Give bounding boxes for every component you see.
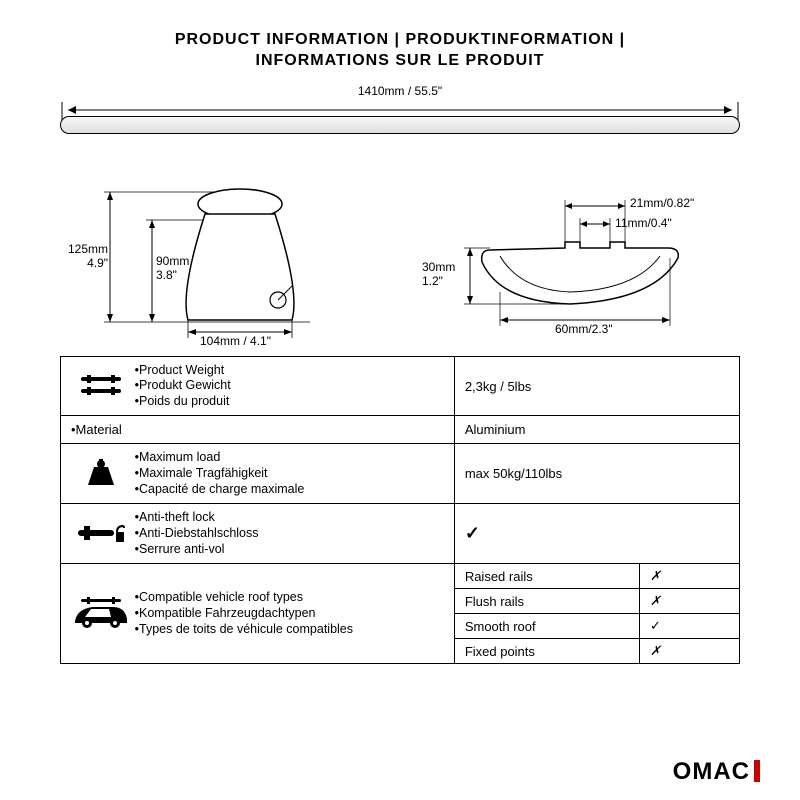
load-icon	[71, 457, 131, 490]
material-label: •Material	[61, 416, 455, 444]
top-dimension-label: 1410mm / 55.5"	[60, 84, 740, 98]
lock-icon	[71, 518, 131, 549]
bracket-height-inner: 90mm 3.8"	[156, 254, 189, 282]
logo-bar-icon	[754, 760, 760, 782]
row-material: •Material Aluminium	[61, 416, 740, 444]
bracket-width: 104mm / 4.1"	[200, 334, 271, 348]
load-label-2: •Maximale Tragfähigkeit	[135, 466, 305, 482]
brand-logo: OMAC	[673, 758, 760, 786]
bracket-diagram: 125mm 4.9" 90mm 3.8" 104mm / 4.1"	[80, 172, 380, 342]
weight-label-1: •Product Weight	[135, 363, 231, 379]
row-compat-0: •Compatible vehicle roof types •Kompatib…	[61, 564, 740, 589]
title-line-1: PRODUCT INFORMATION | PRODUKTINFORMATION…	[60, 30, 740, 51]
spec-table: •Product Weight •Produkt Gewicht •Poids …	[60, 356, 740, 665]
bracket-height-outer: 125mm 4.9"	[68, 242, 108, 270]
compat-opt-0-name: Raised rails	[455, 564, 640, 588]
profile-height: 30mm 1.2"	[422, 260, 455, 288]
lock-label-2: •Anti-Diebstahlschloss	[135, 526, 259, 542]
page-title: PRODUCT INFORMATION | PRODUKTINFORMATION…	[60, 30, 740, 72]
row-lock: •Anti-theft lock •Anti-Diebstahlschloss …	[61, 504, 740, 564]
weight-label-2: •Produkt Gewicht	[135, 378, 231, 394]
lock-label-3: •Serrure anti-vol	[135, 542, 259, 558]
profile-width: 60mm/2.3"	[555, 322, 613, 336]
lock-value: ✓	[454, 504, 739, 564]
compat-opt-1-val: ✗	[640, 589, 739, 613]
compat-opt-0-val: ✗	[640, 564, 739, 588]
bar-profile-top	[60, 116, 740, 134]
profile-diagram: 21mm/0.82" 11mm/0.4" 30mm 1.2" 60mm/2.3"	[420, 172, 720, 342]
profile-slot-inner: 11mm/0.4"	[615, 216, 672, 230]
logo-text: OMAC	[673, 758, 750, 785]
load-label-3: •Capacité de charge maximale	[135, 482, 305, 498]
top-dimension-block: 1410mm / 55.5"	[60, 84, 740, 154]
car-icon	[71, 595, 131, 632]
compat-label-3: •Types de toits de véhicule compatibles	[135, 622, 353, 638]
compat-label-2: •Kompatible Fahrzeugdachtypen	[135, 606, 353, 622]
material-value: Aluminium	[454, 416, 739, 444]
compat-opt-1-name: Flush rails	[455, 589, 640, 613]
weight-icon	[71, 371, 131, 402]
compat-opt-3-val: ✗	[640, 639, 739, 663]
profile-slot-w: 21mm/0.82"	[630, 196, 694, 210]
load-value: max 50kg/110lbs	[454, 444, 739, 504]
title-line-2: INFORMATIONS SUR LE PRODUIT	[60, 51, 740, 72]
weight-label-3: •Poids du produit	[135, 394, 231, 410]
compat-opt-2-name: Smooth roof	[455, 614, 640, 638]
row-load: •Maximum load •Maximale Tragfähigkeit •C…	[61, 444, 740, 504]
load-label-1: •Maximum load	[135, 450, 305, 466]
compat-label-1: •Compatible vehicle roof types	[135, 590, 353, 606]
compat-opt-3-name: Fixed points	[455, 639, 640, 663]
diagram-row: 125mm 4.9" 90mm 3.8" 104mm / 4.1"	[60, 172, 740, 342]
weight-value: 2,3kg / 5lbs	[454, 356, 739, 416]
compat-opt-2-val: ✓	[640, 614, 739, 638]
lock-label-1: •Anti-theft lock	[135, 510, 259, 526]
row-weight: •Product Weight •Produkt Gewicht •Poids …	[61, 356, 740, 416]
top-dimension-arrow	[60, 100, 740, 110]
